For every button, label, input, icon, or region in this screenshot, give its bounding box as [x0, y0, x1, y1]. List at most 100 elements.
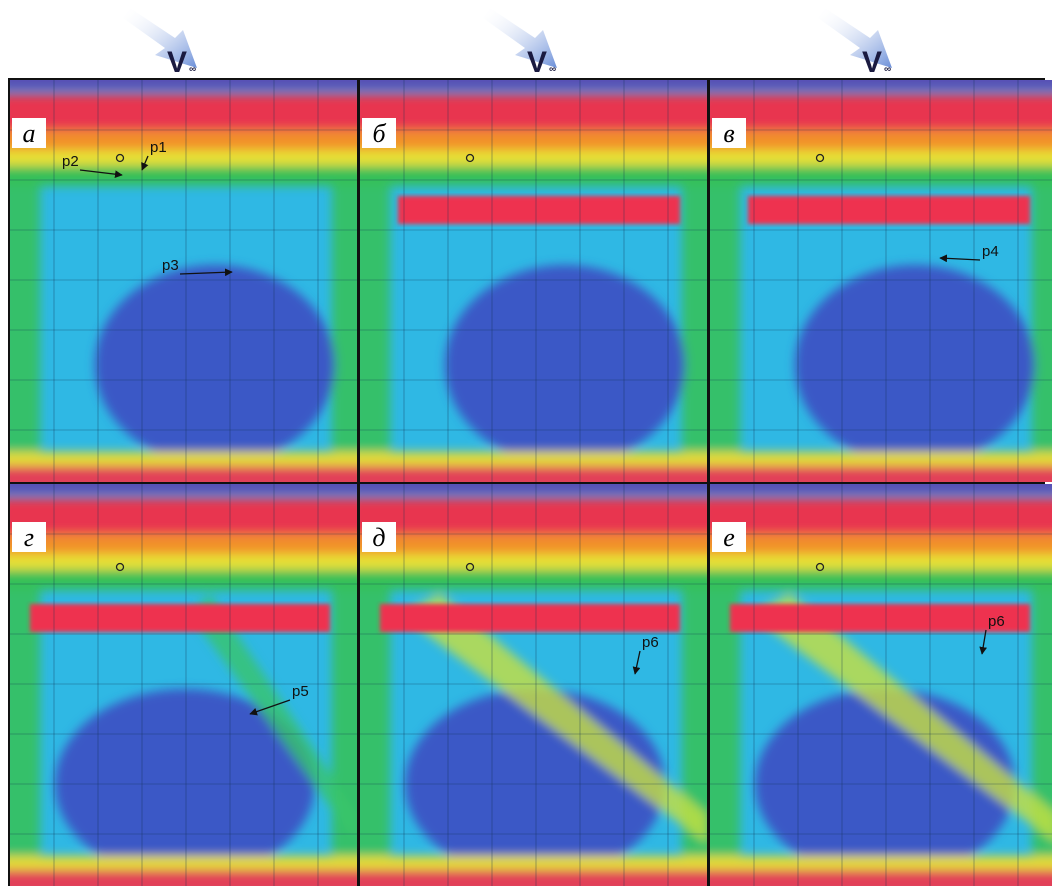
- band-yellow: [10, 550, 357, 570]
- blowing-strip: [30, 604, 330, 632]
- arrow-shape: [483, 8, 557, 68]
- panel-label: д: [372, 523, 385, 552]
- blowing-strip: [398, 196, 680, 224]
- panel-label: б: [372, 119, 386, 148]
- blowing-strip: [380, 604, 680, 632]
- panel-label: а: [23, 119, 36, 148]
- wake: [750, 594, 1052, 841]
- wake: [400, 594, 707, 844]
- bottom-red: [360, 870, 707, 886]
- arrow-shape: [123, 8, 197, 68]
- blowing-strip: [730, 604, 1030, 632]
- thermal-panel: а p1 p2 p3: [10, 80, 357, 482]
- bottom-yellow: [360, 856, 707, 870]
- thermal-panel: б: [360, 80, 707, 482]
- bottom-red: [710, 870, 1052, 886]
- annotation: p3: [162, 257, 179, 274]
- annotation-arrow: [141, 155, 149, 171]
- fields: [710, 80, 1052, 482]
- thermal-map: [360, 80, 707, 482]
- thermal-panel: е p6: [710, 484, 1052, 886]
- thermal-panel: г p5: [10, 484, 357, 886]
- velocity-arrow: V ∞: [818, 8, 892, 79]
- edge-left: [10, 160, 40, 480]
- bottom-yellow: [360, 452, 707, 466]
- cold-zone: [445, 265, 685, 465]
- band-red: [710, 94, 1052, 130]
- thermal-panel: в p4: [710, 80, 1052, 482]
- band-top: [360, 484, 707, 494]
- fields: [360, 484, 707, 886]
- blowing-strip: [748, 196, 1030, 224]
- marker: [815, 562, 825, 572]
- edge-right: [1032, 160, 1052, 480]
- label-box: [712, 118, 746, 148]
- marker: [115, 562, 125, 572]
- annotation-arrow: [79, 169, 123, 179]
- band-yellow: [710, 146, 1052, 166]
- velocity-symbol: V: [527, 46, 547, 79]
- band-red: [360, 498, 707, 534]
- annotation: p5: [292, 683, 309, 700]
- band-red: [360, 94, 707, 130]
- panel-label: г: [24, 523, 34, 552]
- velocity-subscript: ∞: [884, 64, 891, 75]
- velocity-symbol: V: [862, 46, 882, 79]
- thermal-map: [360, 484, 707, 886]
- edge-right: [332, 160, 357, 480]
- thermal-map: [10, 80, 357, 482]
- velocity-symbol: V: [167, 46, 187, 79]
- annotation-arrow: [179, 268, 233, 277]
- annotation: p6: [642, 634, 659, 651]
- fields: [360, 80, 707, 482]
- arrow-shape: [818, 8, 892, 68]
- fields: [10, 80, 357, 482]
- annotation-arrow: [939, 254, 981, 263]
- panel-label: е: [723, 523, 735, 552]
- band-red: [710, 498, 1052, 534]
- bottom-red: [10, 466, 357, 482]
- cold-zone: [795, 265, 1035, 465]
- band-yellow: [10, 146, 357, 166]
- bottom-red: [10, 870, 357, 886]
- band-red: [10, 498, 357, 534]
- marker: [115, 153, 125, 163]
- label-box: [712, 522, 746, 552]
- thermal-map: [710, 484, 1052, 886]
- thermal-map: [10, 484, 357, 886]
- bottom-yellow: [10, 452, 357, 466]
- marker: [815, 153, 825, 163]
- band-top: [10, 484, 357, 494]
- velocity-subscript: ∞: [549, 64, 556, 75]
- band-top: [360, 80, 707, 90]
- velocity-arrow: V ∞: [123, 8, 197, 79]
- label-box: [12, 522, 46, 552]
- velocity-subscript: ∞: [189, 64, 196, 75]
- band-top: [710, 484, 1052, 494]
- band-yellow: [710, 550, 1052, 570]
- edge-left: [710, 160, 740, 480]
- wake: [190, 594, 357, 844]
- annotation-arrow: [632, 650, 641, 675]
- annotation-arrow: [979, 629, 988, 655]
- band-yellow: [360, 550, 707, 570]
- marker: [465, 153, 475, 163]
- label-box: [12, 118, 46, 148]
- annotation: p1: [150, 139, 167, 156]
- cold-zone: [95, 265, 335, 465]
- label-box: [362, 522, 396, 552]
- velocity-arrow: V ∞: [483, 8, 557, 79]
- band-red: [10, 94, 357, 130]
- bottom-red: [360, 466, 707, 482]
- edge-left: [360, 160, 390, 480]
- panel-label: в: [723, 119, 734, 148]
- marker: [465, 562, 475, 572]
- band-yellow: [360, 146, 707, 166]
- thermal-map: [710, 80, 1052, 482]
- annotation-arrow: [249, 699, 291, 716]
- edge-right: [682, 160, 707, 480]
- bottom-red: [710, 466, 1052, 482]
- annotation: p2: [62, 153, 79, 170]
- annotation: p6: [988, 613, 1005, 630]
